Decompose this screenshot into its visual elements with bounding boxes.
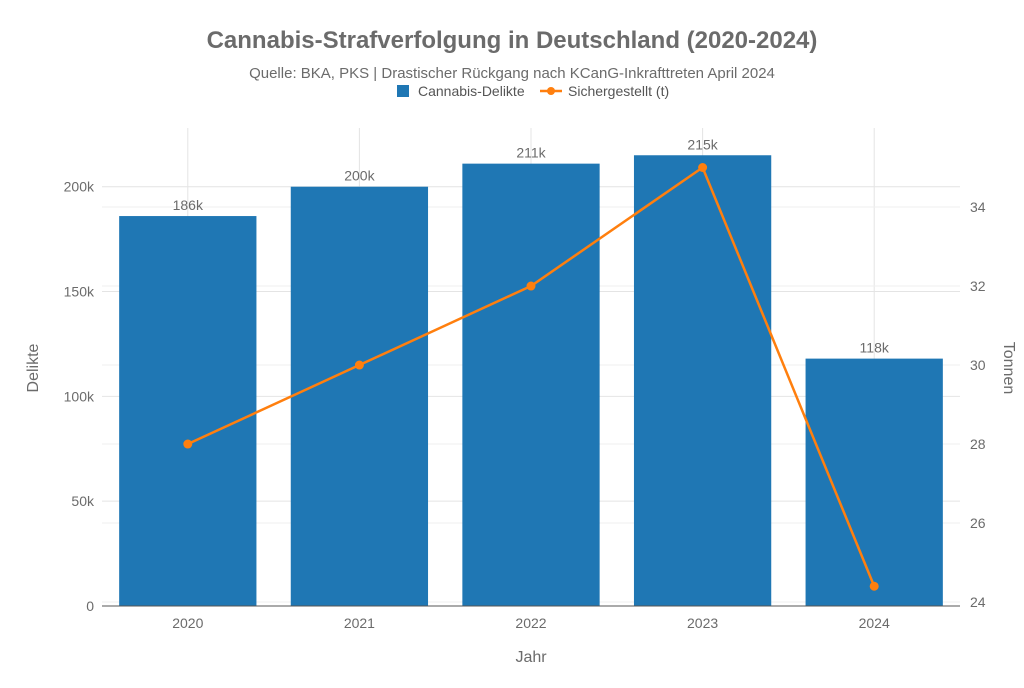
bars: 186k 200k 211k 215k 118k bbox=[119, 136, 943, 607]
axes: 0 50k 100k 150k 200k 24 26 28 30 32 34 2020 2021 2022… bbox=[64, 179, 986, 631]
line-series bbox=[183, 163, 879, 591]
y-right-tick-label: 34 bbox=[970, 199, 986, 215]
y-right-tick-label: 28 bbox=[970, 436, 986, 452]
y-left-tick-label: 200k bbox=[64, 179, 95, 195]
y-left-tick-label: 150k bbox=[64, 284, 95, 300]
bar-2024 bbox=[805, 358, 943, 606]
y-right-tick-label: 26 bbox=[970, 515, 986, 531]
bar-2023 bbox=[633, 155, 772, 606]
legend-line-label: Sichergestellt (t) bbox=[568, 83, 669, 99]
bar-value-label: 186k bbox=[173, 197, 204, 213]
x-tick-label: 2020 bbox=[172, 615, 203, 631]
y-right-tick-label: 32 bbox=[970, 278, 986, 294]
chart-subtitle: Quelle: BKA, PKS | Drastischer Rückgang … bbox=[249, 65, 775, 82]
x-tick-label: 2022 bbox=[515, 615, 546, 631]
line-point-2024 bbox=[869, 581, 879, 591]
bar-value-label: 215k bbox=[687, 136, 718, 152]
y-right-tick-label: 30 bbox=[970, 357, 986, 373]
bar-value-label: 211k bbox=[516, 145, 546, 161]
y-left-tick-label: 0 bbox=[86, 598, 94, 614]
line-point-2023 bbox=[698, 163, 708, 173]
line-point-2020 bbox=[183, 439, 193, 449]
legend-bar-swatch bbox=[397, 85, 409, 97]
x-tick-label: 2021 bbox=[344, 615, 375, 631]
legend[interactable]: Cannabis-Delikte Sichergestellt (t) bbox=[397, 83, 669, 99]
bar-2022 bbox=[462, 163, 600, 606]
y-axis-left-label: Delikte bbox=[25, 343, 42, 392]
x-axis-label: Jahr bbox=[515, 649, 547, 666]
x-tick-label: 2023 bbox=[687, 615, 718, 631]
y-left-tick-label: 50k bbox=[71, 493, 95, 509]
x-tick-label: 2024 bbox=[859, 615, 890, 631]
y-right-tick-label: 24 bbox=[970, 594, 986, 610]
line-point-2021 bbox=[354, 360, 364, 370]
chart-title: Cannabis-Strafverfolgung in Deutschland … bbox=[207, 27, 818, 54]
legend-line-marker bbox=[547, 87, 555, 95]
line-point-2022 bbox=[526, 281, 536, 291]
bar-value-label: 118k bbox=[860, 340, 890, 356]
y-axis-right-label: Tonnen bbox=[1000, 342, 1017, 395]
bar-value-label: 200k bbox=[344, 168, 375, 184]
bar-2020 bbox=[119, 216, 257, 607]
bar-2021 bbox=[290, 186, 429, 606]
y-left-tick-label: 100k bbox=[64, 388, 95, 404]
legend-bar-label: Cannabis-Delikte bbox=[418, 83, 525, 99]
